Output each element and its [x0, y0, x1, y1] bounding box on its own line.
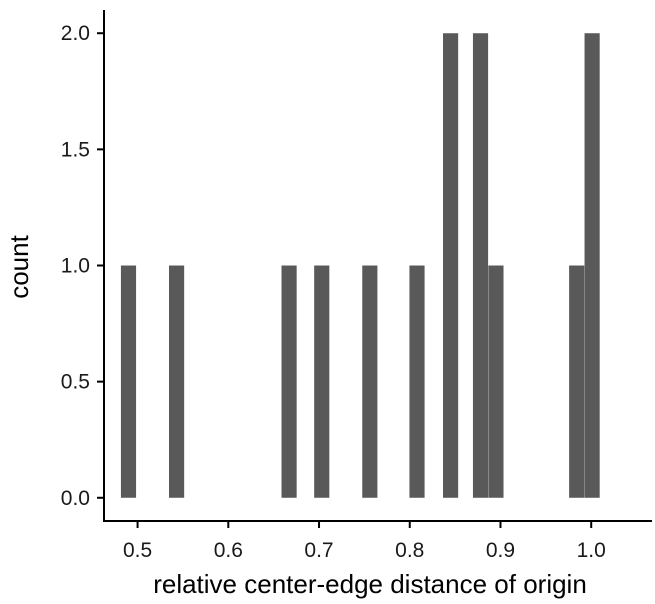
x-axis-title: relative center-edge distance of origin: [153, 569, 587, 599]
y-ticks: 0.0 0.5 1.0 1.5 2.0: [61, 22, 104, 510]
histogram-bar: [443, 33, 459, 498]
histogram-bar: [569, 265, 585, 498]
x-tick-label: 0.9: [486, 539, 515, 562]
histogram-bar: [281, 265, 297, 498]
x-tick-label: 0.5: [123, 539, 152, 562]
y-tick-label: 2.0: [61, 22, 90, 45]
x-ticks: 0.5 0.6 0.7 0.8 0.9 1.0: [123, 521, 606, 562]
histogram-bar: [362, 265, 378, 498]
x-tick-label: 0.8: [395, 539, 424, 562]
x-tick-label: 1.0: [577, 539, 606, 562]
y-tick-label: 0.0: [61, 487, 90, 510]
histogram-bar: [409, 265, 425, 498]
histogram-bar: [488, 265, 504, 498]
histogram-bar: [584, 33, 600, 498]
histogram-bar: [120, 265, 137, 498]
x-tick-label: 0.6: [214, 539, 243, 562]
y-tick-label: 1.0: [61, 255, 90, 278]
bars-layer: [120, 33, 600, 498]
histogram-bar: [169, 265, 185, 498]
y-axis-title: count: [4, 234, 34, 298]
histogram-bar: [472, 33, 489, 498]
y-tick-label: 1.5: [61, 138, 90, 161]
y-tick-label: 0.5: [61, 371, 90, 394]
x-tick-label: 0.7: [304, 539, 333, 562]
histogram-bar: [314, 265, 330, 498]
